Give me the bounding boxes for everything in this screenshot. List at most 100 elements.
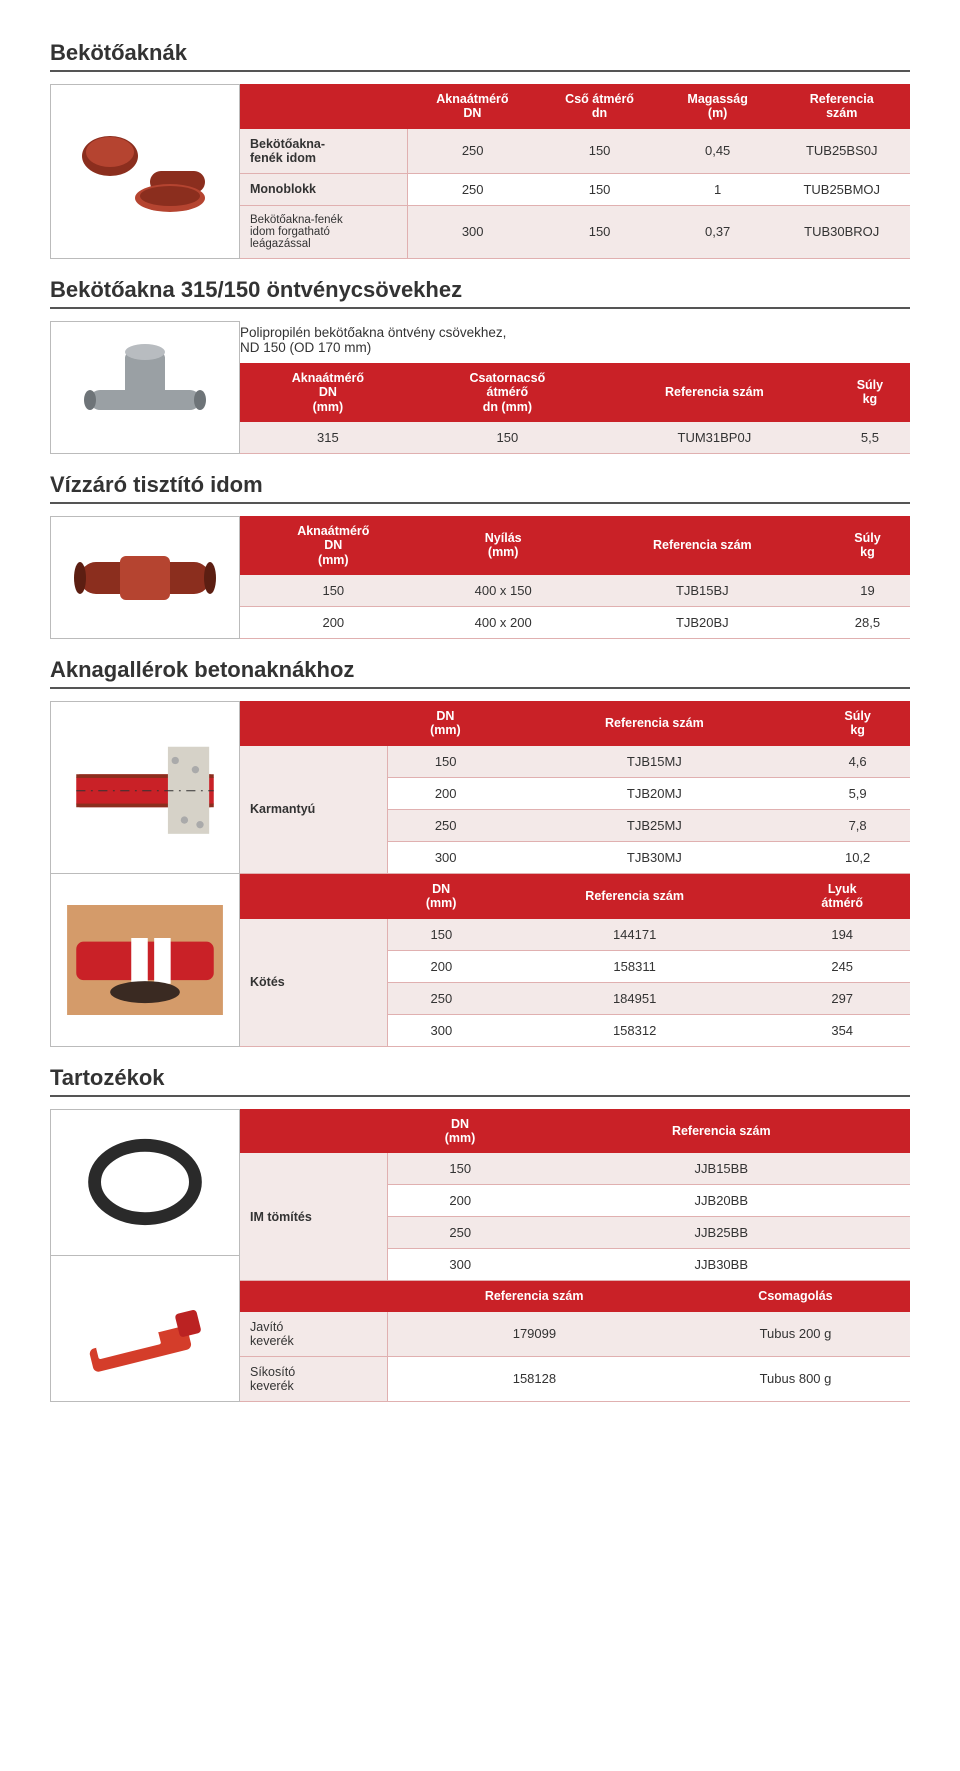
- group-label: Karmantyú: [240, 746, 387, 874]
- col-header: DN (mm): [387, 874, 494, 919]
- cell: 1: [662, 173, 774, 205]
- col-header: Referencia szám: [773, 84, 910, 129]
- table-kotes: DN (mm) Referencia szám Lyuk átmérő Köté…: [240, 874, 910, 1047]
- table-imtomites: DN (mm) Referencia szám IM tömítés 150 J…: [240, 1109, 910, 1282]
- cell: JJB30BB: [533, 1249, 910, 1281]
- cell: 250: [387, 982, 494, 1014]
- cell: TJB20BJ: [580, 607, 825, 639]
- col-header: Súly kg: [830, 363, 910, 422]
- col-header: Referencia szám: [495, 874, 775, 919]
- col-header: Magasság (m): [662, 84, 774, 129]
- cell: 315: [240, 422, 416, 454]
- col-header: Cső átmérő dn: [537, 84, 661, 129]
- table-vizzaro: Aknaátmérő DN (mm) Nyílás (mm) Referenci…: [240, 516, 910, 639]
- col-header: Referencia szám: [580, 516, 825, 575]
- cell: 158312: [495, 1014, 775, 1046]
- col-header: Nyílás (mm): [427, 516, 580, 575]
- col-header: Referencia szám: [387, 1281, 681, 1311]
- col-header: Aknaátmérő DN (mm): [240, 516, 427, 575]
- row-label: Bekötőakna- fenék idom: [240, 129, 408, 174]
- table-row: 200 400 x 200 TJB20BJ 28,5: [240, 607, 910, 639]
- cell: 150: [537, 205, 661, 258]
- col-header: Súly kg: [805, 701, 910, 746]
- cell: 150: [387, 919, 494, 951]
- cell: 250: [408, 173, 538, 205]
- section-title: Aknagallérok betonaknákhoz: [50, 657, 910, 689]
- table-row: 150 400 x 150 TJB15BJ 19: [240, 575, 910, 607]
- table-row: Kötés 150 144171 194: [240, 919, 910, 951]
- row-label: Bekötőakna-fenék idom forgatható leágazá…: [240, 205, 408, 258]
- col-header: [240, 1109, 387, 1154]
- cell: 194: [774, 919, 910, 951]
- col-header: Aknaátmérő DN: [408, 84, 538, 129]
- cell: TUB25BS0J: [773, 129, 910, 174]
- table-row: Monoblokk 250 150 1 TUB25BMOJ: [240, 173, 910, 205]
- product-image: [50, 701, 240, 874]
- cell: 300: [387, 1249, 532, 1281]
- placeholder-drawing-icon: [60, 1127, 230, 1237]
- cell: 10,2: [805, 841, 910, 873]
- cell: TJB25MJ: [503, 809, 805, 841]
- cell: 200: [240, 607, 427, 639]
- cell: 184951: [495, 982, 775, 1014]
- cell: TUB30BROJ: [773, 205, 910, 258]
- placeholder-drawing-icon: [60, 733, 230, 843]
- table-row: IM tömítés 150 JJB15BB: [240, 1153, 910, 1185]
- cell: 19: [825, 575, 910, 607]
- table-row: Bekötőakna-fenék idom forgatható leágazá…: [240, 205, 910, 258]
- col-header: [240, 1281, 387, 1311]
- placeholder-drawing-icon: [60, 522, 230, 632]
- cell: JJB25BB: [533, 1217, 910, 1249]
- product-image: [50, 1109, 240, 1256]
- cell: 300: [387, 1014, 494, 1046]
- cell: JJB15BB: [533, 1153, 910, 1185]
- table-karmantyu: DN (mm) Referencia szám Súly kg Karmanty…: [240, 701, 910, 874]
- cell: TJB30MJ: [503, 841, 805, 873]
- cell: 0,37: [662, 205, 774, 258]
- col-label: [240, 84, 408, 129]
- product-image: [50, 874, 240, 1046]
- section-tartozekok: Tartozékok DN (: [50, 1065, 910, 1402]
- product-image: [50, 321, 240, 454]
- col-header: Referencia szám: [503, 701, 805, 746]
- cell: TJB20MJ: [503, 777, 805, 809]
- table-bekotoaknak: Aknaátmérő DN Cső átmérő dn Magasság (m)…: [240, 84, 910, 259]
- cell: 4,6: [805, 746, 910, 778]
- cell: 179099: [387, 1312, 681, 1357]
- group-label: Kötés: [240, 919, 387, 1047]
- cell: 150: [387, 746, 503, 778]
- section-desc: Polipropilén bekötőakna öntvény csövekhe…: [240, 321, 910, 363]
- col-header: Aknaátmérő DN (mm): [240, 363, 416, 422]
- cell: 250: [387, 1217, 532, 1249]
- placeholder-drawing-icon: [60, 332, 230, 442]
- product-image: [50, 84, 240, 259]
- table-row: Javító keverék 179099 Tubus 200 g: [240, 1312, 910, 1357]
- cell: 250: [408, 129, 538, 174]
- cell: 250: [387, 809, 503, 841]
- row-label: Síkosító keverék: [240, 1356, 387, 1401]
- cell: 400 x 150: [427, 575, 580, 607]
- cell: 144171: [495, 919, 775, 951]
- cell: 200: [387, 777, 503, 809]
- cell: 5,9: [805, 777, 910, 809]
- col-header: [240, 874, 387, 919]
- cell: 28,5: [825, 607, 910, 639]
- table-bekotoakna315: Aknaátmérő DN (mm) Csatornacső átmérő dn…: [240, 363, 910, 454]
- col-header: Referencia szám: [599, 363, 830, 422]
- placeholder-drawing-icon: [60, 116, 230, 226]
- cell: 150: [537, 173, 661, 205]
- cell: TUB25BMOJ: [773, 173, 910, 205]
- col-header: Csatornacső átmérő dn (mm): [416, 363, 599, 422]
- table-row: Síkosító keverék 158128 Tubus 800 g: [240, 1356, 910, 1401]
- table-row: 315 150 TUM31BP0J 5,5: [240, 422, 910, 454]
- cell: 150: [416, 422, 599, 454]
- cell: 354: [774, 1014, 910, 1046]
- col-header: [240, 701, 387, 746]
- section-vizzaro: Vízzáró tisztító idom Aknaátmérő DN (mm)…: [50, 472, 910, 639]
- product-image: [50, 516, 240, 639]
- cell: 400 x 200: [427, 607, 580, 639]
- cell: TUM31BP0J: [599, 422, 830, 454]
- table-row: Bekötőakna- fenék idom 250 150 0,45 TUB2…: [240, 129, 910, 174]
- cell: 200: [387, 950, 494, 982]
- cell: 0,45: [662, 129, 774, 174]
